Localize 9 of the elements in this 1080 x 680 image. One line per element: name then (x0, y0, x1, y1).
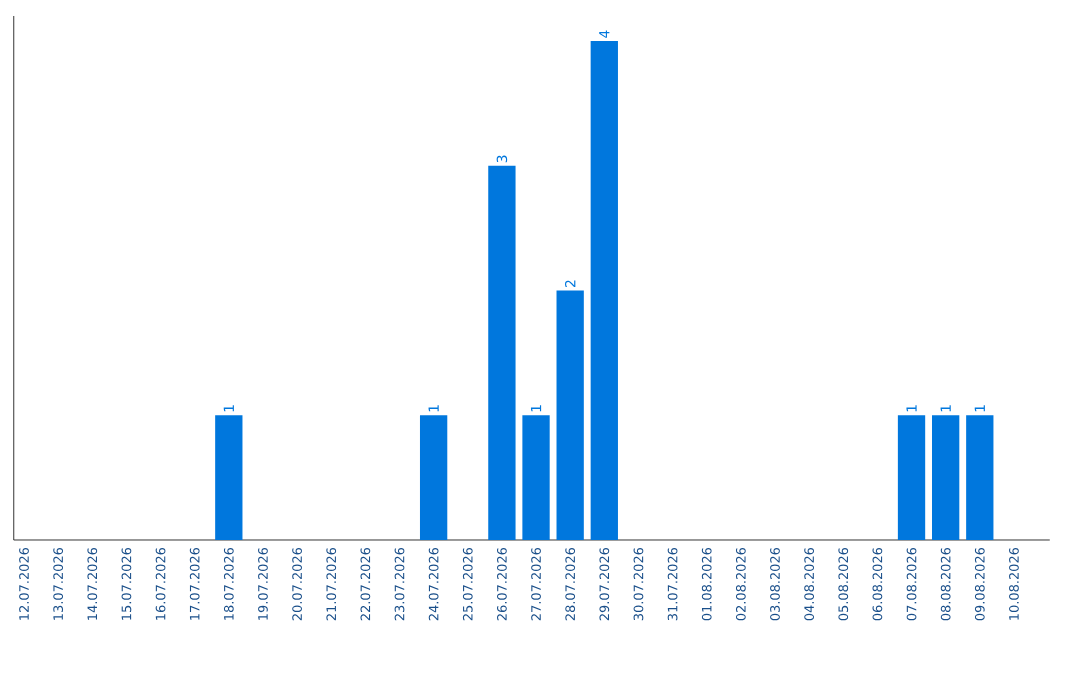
bar (215, 415, 243, 540)
bar (488, 165, 516, 540)
bar (556, 290, 584, 540)
bar (590, 40, 618, 540)
bar (966, 415, 994, 540)
bar (897, 415, 926, 540)
bar (419, 415, 448, 540)
bar (522, 415, 550, 540)
bar (932, 415, 960, 540)
